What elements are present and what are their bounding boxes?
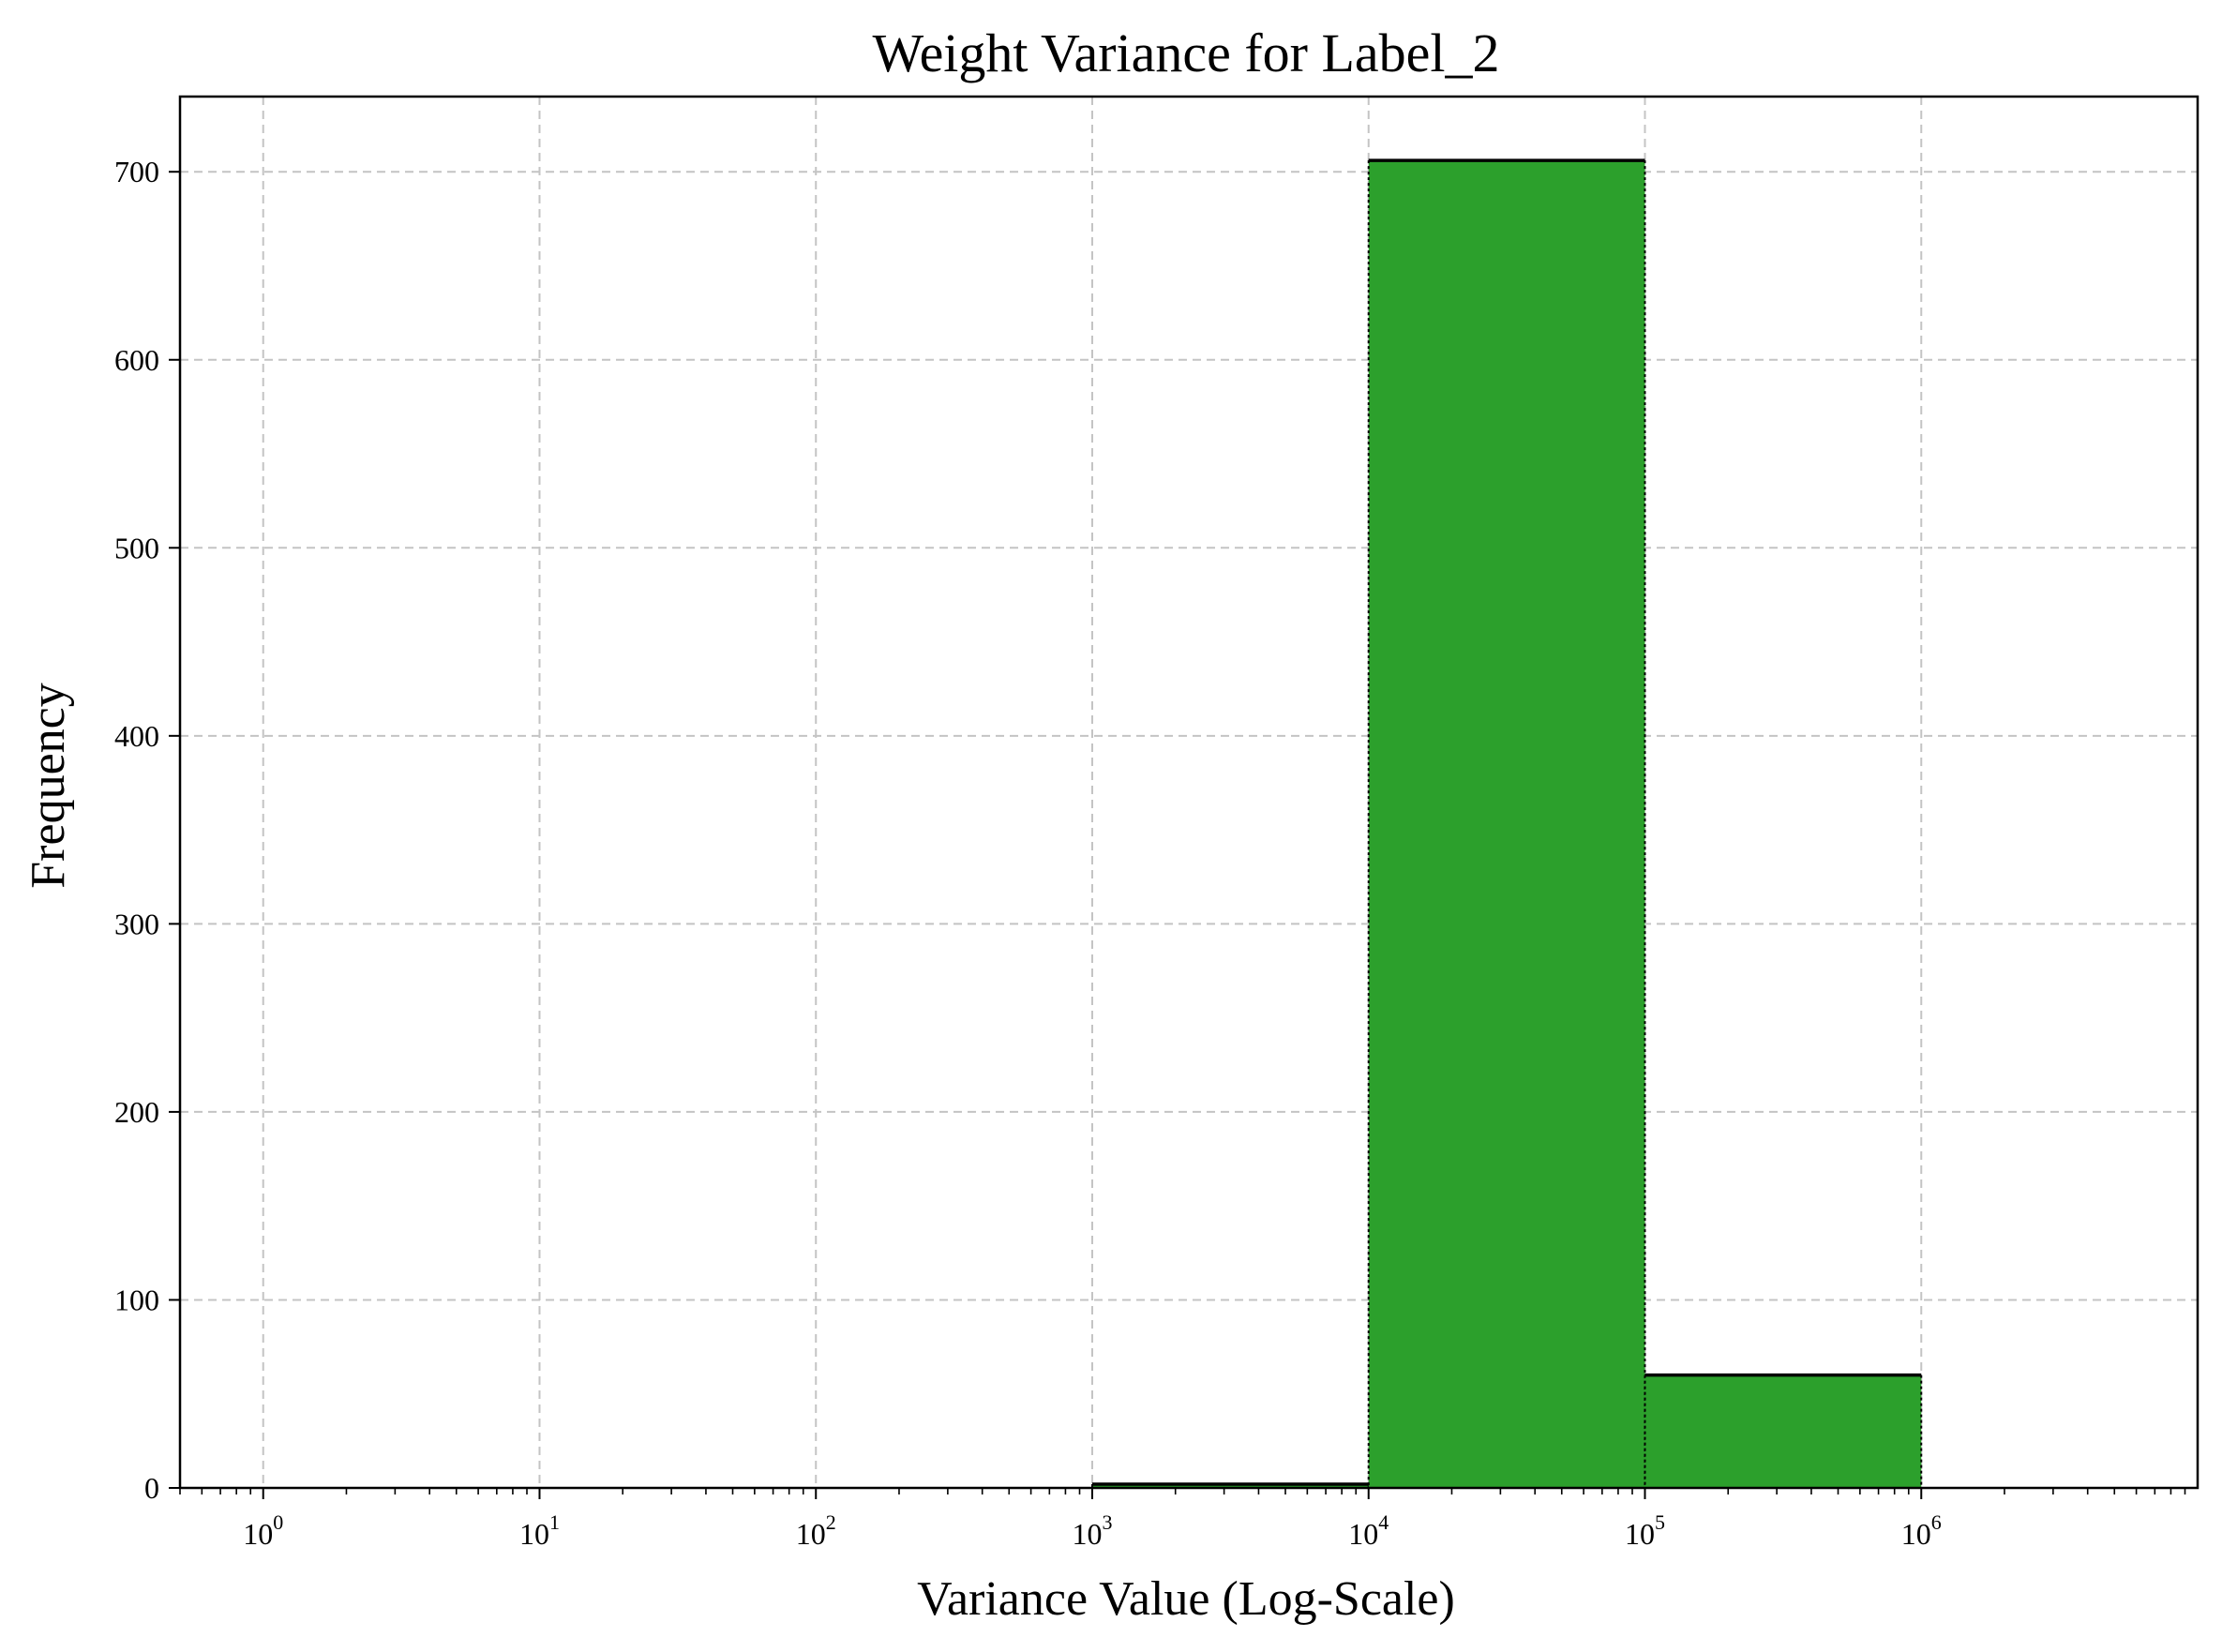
tick-labels: 100 101 102 103 104 105 106 0 100 200 300 400 500 600…: [114, 155, 1942, 1551]
x-tick-label: 106: [1901, 1510, 1942, 1551]
y-tick-label: 200: [114, 1095, 159, 1129]
x-tick-label: 101: [519, 1510, 560, 1551]
histogram-bar: [1368, 160, 1645, 1488]
x-axis-label: Variance Value (Log-Scale): [917, 1572, 1455, 1626]
y-tick-label: 500: [114, 531, 159, 564]
y-tick-label: 100: [114, 1283, 159, 1316]
x-tick-label: 105: [1625, 1510, 1665, 1551]
plot-frame: [178, 95, 2199, 1490]
y-tick-label: 0: [144, 1471, 159, 1505]
axis-ticks: [169, 171, 2186, 1499]
x-tick-label: 104: [1348, 1510, 1389, 1551]
histogram-bar: [1644, 1374, 1922, 1488]
x-tick-label: 100: [243, 1510, 283, 1551]
x-tick-label: 103: [1072, 1510, 1112, 1551]
y-axis-label: Frequency: [22, 683, 75, 888]
y-tick-label: 600: [114, 343, 159, 377]
histogram-bar: [1091, 1483, 1369, 1488]
x-tick-label: 102: [796, 1510, 836, 1551]
y-tick-label: 700: [114, 155, 159, 188]
histogram-bars: [1090, 158, 1923, 1488]
y-tick-label: 300: [114, 907, 159, 940]
chart-title: Weight Variance for Label_2: [872, 23, 1499, 83]
y-tick-label: 400: [114, 719, 159, 753]
